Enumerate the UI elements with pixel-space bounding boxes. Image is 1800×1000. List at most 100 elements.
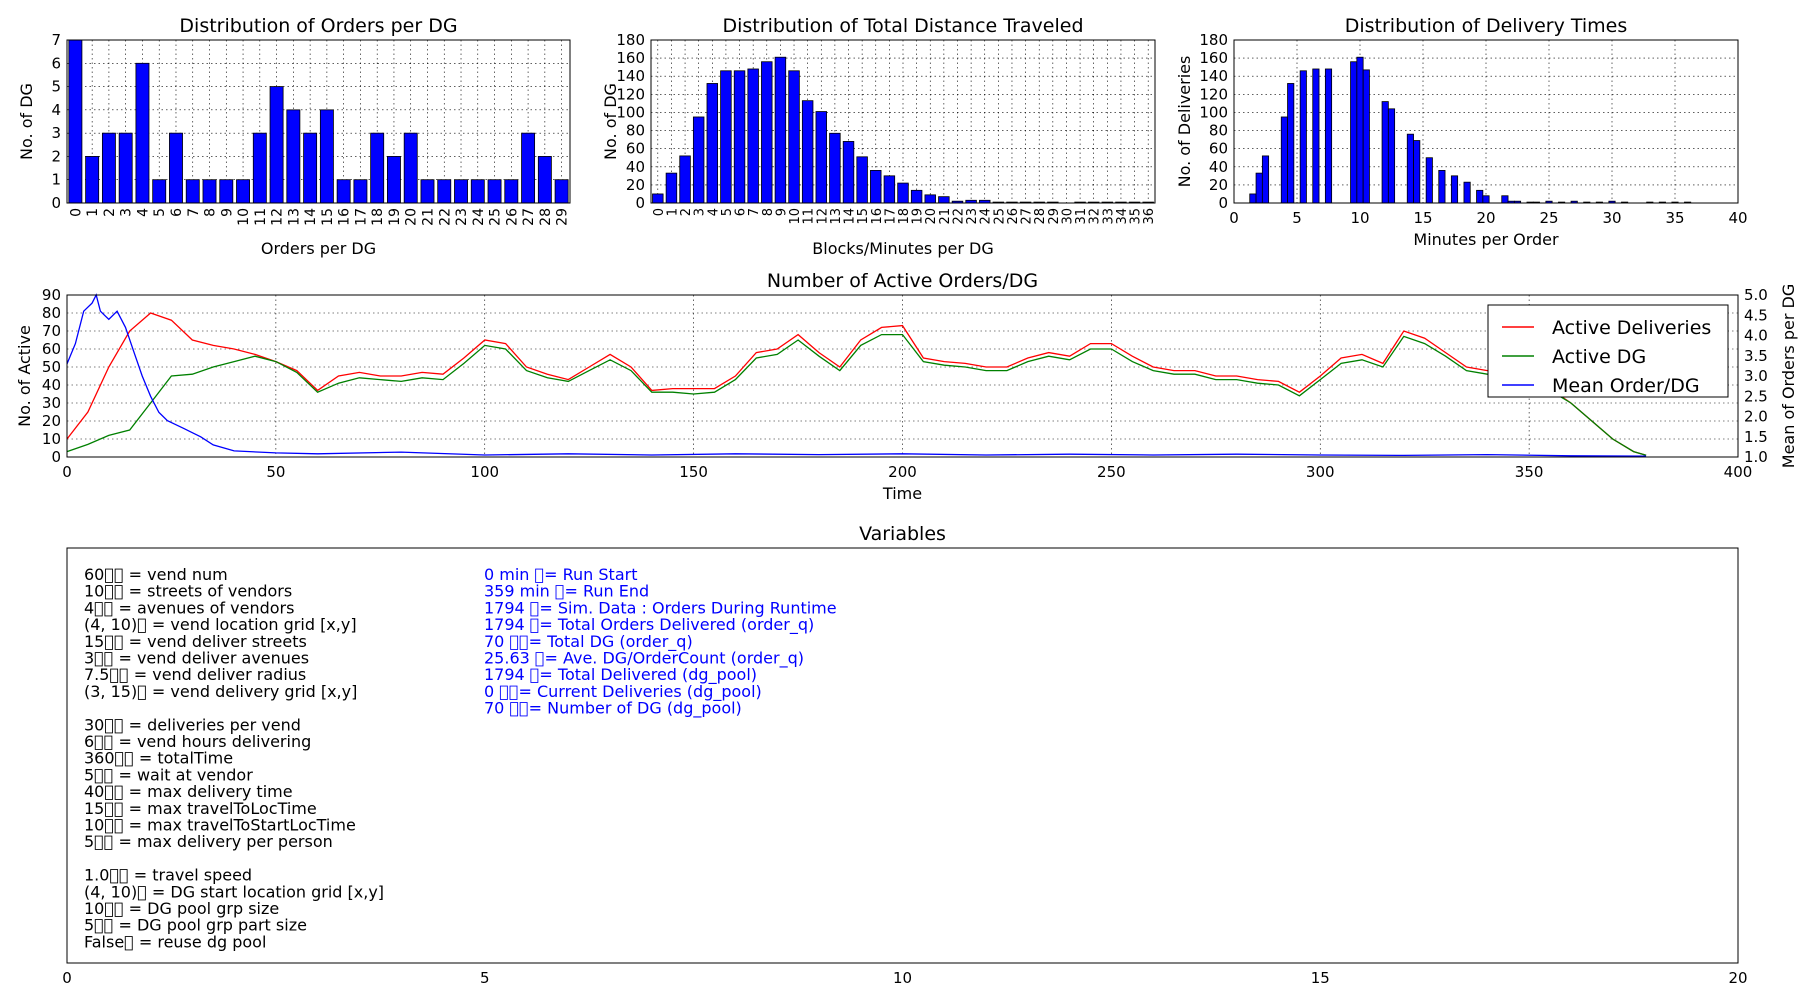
x-tick-label: 30 [1060,208,1075,225]
variable-line-left: 40   = max delivery time [84,782,293,801]
y-tick-label: 120 [1199,85,1228,103]
variable-line-left: 3   = vend deliver avenues [84,649,309,668]
variable-line-left: 5   = max delivery per person [84,832,333,851]
x-tick-label: 6 [169,208,185,217]
variable-line-left: 360   = totalTime [84,749,233,768]
y-tick-label: 40 [42,376,61,394]
y-tick-label: 5 [51,78,61,96]
variables-title: Variables [859,523,946,545]
x-axis-label: Time [882,484,922,503]
y2-tick-label: 5.0 [1744,286,1768,304]
chart-title: Distribution of Total Distance Traveled [723,15,1084,37]
y-tick-label: 180 [1199,31,1228,49]
y-tick-label: 40 [1209,158,1228,176]
variable-line-right: 1794  = Total Orders Delivered (order_q) [484,615,814,635]
y2-tick-label: 4.0 [1744,327,1768,345]
y-tick-label: 50 [42,358,61,376]
x-tick-label: 34 [1115,208,1130,225]
x-tick-label: 13 [286,208,302,226]
x-tick-label: 31 [1074,208,1089,225]
x-tick-label: 24 [979,208,994,225]
chart-title: Distribution of Delivery Times [1345,15,1628,37]
bar [801,100,814,204]
bar [652,193,664,204]
variable-line-left: False  = reuse dg pool [84,932,266,951]
bar [420,179,435,204]
bar [152,179,167,204]
y2-tick-label: 3.5 [1744,347,1768,365]
x-tick-label: 19 [387,208,403,226]
y-tick-label: 40 [626,158,645,176]
x-tick-label: 7 [747,208,762,216]
x-tick-label: 28 [538,208,554,226]
x-axis-label: Orders per DG [261,239,376,258]
x-tick-label: 12 [270,208,286,226]
x-tick-label: 3 [693,208,708,216]
y-tick-label: 80 [1209,122,1228,140]
bar [720,70,732,204]
legend-label: Mean Order/DG [1552,375,1700,397]
x-tick-label: 4 [706,208,721,216]
bar [1425,157,1433,204]
variable-line-left: (4, 10)  = DG start location grid [x,y] [84,882,384,901]
y-tick-label: 120 [616,85,645,103]
variable-line-left: 1.0   = travel speed [84,866,252,885]
variable-line-left: 15   = vend deliver streets [84,632,307,651]
x-tick-label: 15 [1413,209,1432,227]
x-tick-label: 16 [337,208,353,226]
bar [1463,181,1471,204]
y-tick-label: 160 [616,49,645,67]
bar [1324,68,1333,204]
y2-tick-label: 1.0 [1744,448,1768,466]
chart-title: Distribution of Orders per DG [179,15,457,37]
variable-line-right: 0   = Current Deliveries (dg_pool) [484,682,762,702]
bar [897,182,909,204]
x-tick-label: 15 [1311,969,1330,987]
y2-tick-label: 1.5 [1744,428,1768,446]
x-tick-label: 24 [471,208,487,226]
y-tick-label: 20 [1209,176,1228,194]
x-tick-label: 9 [774,208,789,216]
x-tick-label: 33 [1101,208,1116,225]
bar [336,179,351,204]
variable-line-left: 7.5   = vend deliver radius [84,665,306,684]
y-tick-label: 30 [42,394,61,412]
x-tick-label: 13 [829,208,844,225]
bar [774,56,787,204]
variable-line-left: (3, 15)  = vend delivery grid [x,y] [84,682,357,701]
x-tick-label: 50 [266,463,285,481]
bar [521,132,536,204]
x-tick-label: 1 [85,208,101,217]
bar [85,156,100,204]
x-tick-label: 350 [1515,463,1544,481]
variable-line-left: 10   = streets of vendors [84,582,292,601]
bar [1438,169,1446,204]
variable-line-right: 1794  = Sim. Data : Orders During Runtim… [484,598,837,617]
variable-line-left: 30   = deliveries per vend [84,715,301,734]
x-tick-label: 5 [1292,209,1302,227]
legend-box [1487,304,1729,398]
y-tick-label: 140 [616,67,645,85]
bar [1450,175,1459,204]
bar [829,132,841,204]
x-tick-label: 9 [219,208,235,217]
x-tick-label: 25 [488,208,504,226]
bar [938,196,950,204]
variable-line-right: 70   = Total DG (order_q) [484,632,693,652]
y-axis-label: No. of DG [17,83,36,160]
variable-line-left: 5   = wait at vendor [84,765,253,784]
bar [747,68,759,204]
bar [1476,189,1484,204]
y-tick-label: 3 [51,124,61,142]
y-tick-label: 140 [1199,67,1228,85]
bar [1350,61,1358,204]
y-tick-label: 2 [51,147,61,165]
variable-line-left: 10   = DG pool grp size [84,899,279,918]
y-tick-label: 6 [51,54,61,72]
variable-line-left: 4   = avenues of vendors [84,598,294,617]
y2-tick-label: 2.5 [1744,387,1768,405]
bar [706,83,719,204]
legend-label: Active DG [1552,346,1646,368]
x-tick-label: 15 [856,208,871,225]
